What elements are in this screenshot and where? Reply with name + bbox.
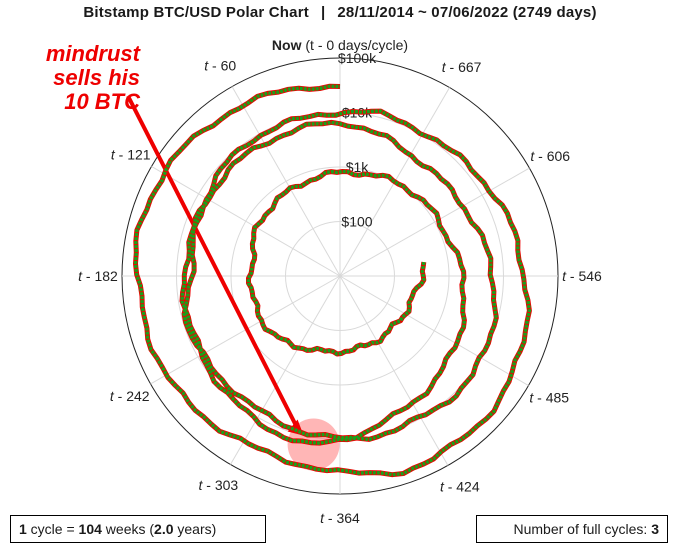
angular-grid-spoke <box>151 166 341 277</box>
angular-tick-label: t - 303 <box>199 477 239 493</box>
chart-title: Bitstamp BTC/USD Polar Chart | 28/11/2014 … <box>0 4 680 21</box>
angular-tick-label: t - 546 <box>562 268 602 284</box>
angular-tick-label: t - 121 <box>111 146 151 162</box>
chart-title-left: Bitstamp BTC/USD Polar Chart <box>83 4 309 21</box>
cycle-mid-text: cycle = <box>26 521 79 537</box>
cycle-years: 2.0 <box>154 521 174 537</box>
full-cycles-box: Number of full cycles: 3 <box>476 515 668 543</box>
full-cycles-value: 3 <box>651 521 659 537</box>
angular-tick-label: t - 606 <box>530 148 570 164</box>
radial-tick-label: $100 <box>341 214 372 230</box>
chart-title-separator: | <box>320 4 326 21</box>
cycle-years-suffix: years) <box>173 521 217 537</box>
angular-tick-label: t - 424 <box>440 478 480 494</box>
angular-tick-label: t - 182 <box>78 268 118 284</box>
price-series-up <box>133 84 532 477</box>
angular-tick-label: t - 60 <box>204 58 236 74</box>
angular-grid-spoke <box>339 167 530 277</box>
full-cycles-label: Number of full cycles: <box>513 521 652 537</box>
angular-tick-label: t - 242 <box>110 388 150 404</box>
angular-grid-spoke <box>339 275 449 466</box>
now-label: Now (t - 0 days/cycle) <box>272 37 408 53</box>
angular-grid-spoke <box>230 275 341 465</box>
angular-tick-label: t - 667 <box>442 59 482 75</box>
radial-tick-label: $100k <box>338 50 377 66</box>
cycle-count: 1 <box>19 521 27 537</box>
cycle-weeks: 104 <box>78 521 102 537</box>
cycle-length-box: 1 cycle = 104 weeks (2.0 years) <box>10 515 266 543</box>
angular-tick-label: t - 485 <box>529 390 569 406</box>
cycle-weeks-unit: weeks ( <box>101 521 155 537</box>
chart-title-right: 28/11/2014 ~ 07/06/2022 (2749 days) <box>337 4 597 21</box>
angular-grid-spoke <box>231 86 341 277</box>
annotation-text: mindrust sells his 10 BTC <box>45 41 140 114</box>
annotation-arrow <box>126 95 302 434</box>
angular-grid-spoke <box>339 275 529 386</box>
angular-tick-label: t - 364 <box>320 510 360 526</box>
